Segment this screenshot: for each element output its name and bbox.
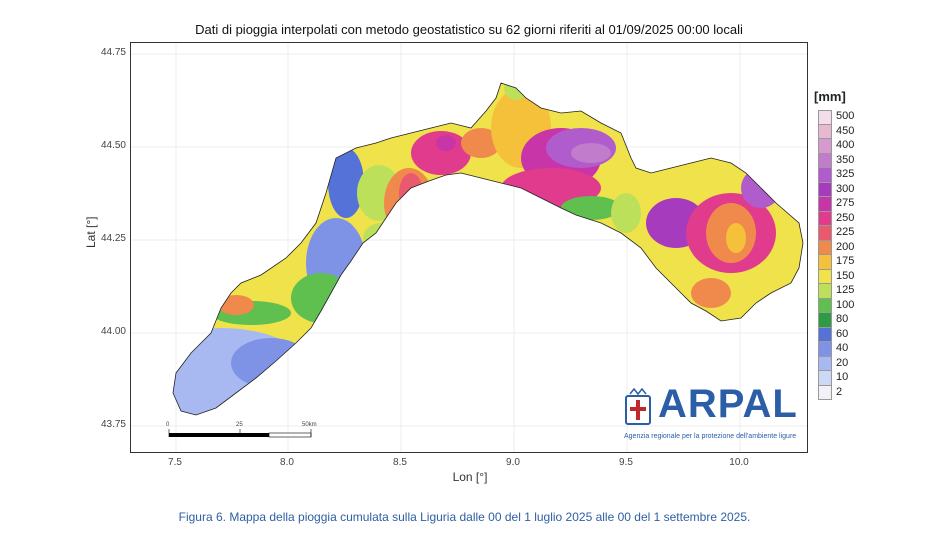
y-tick-44-00: 44.00 — [100, 326, 126, 337]
y-axis-label: Lat [°] — [84, 216, 98, 248]
legend-swatch — [818, 313, 832, 328]
legend-label: 400 — [836, 139, 855, 151]
scale-label-50km: 50km — [302, 422, 317, 428]
liguria-rain-map — [131, 43, 807, 452]
legend-label: 350 — [836, 153, 855, 166]
legend-label: 20 — [836, 356, 849, 369]
legend-swatch — [818, 284, 832, 299]
legend-label: 250 — [836, 211, 855, 224]
legend-swatch — [818, 182, 832, 197]
x-tick-7-5: 7.5 — [168, 457, 182, 468]
scale-bar — [168, 429, 312, 438]
legend-label: 80 — [836, 313, 849, 325]
legend-label: 125 — [836, 284, 855, 296]
scale-label-0: 0 — [166, 422, 170, 428]
legend-label: 10 — [836, 371, 849, 383]
legend-swatch — [818, 124, 832, 139]
legend-label: 225 — [836, 226, 855, 238]
legend-swatch — [818, 385, 832, 400]
legend-title: [mm] — [814, 89, 846, 104]
legend-swatch — [818, 153, 832, 168]
legend-colorbar — [818, 110, 832, 400]
x-tick-10-0: 10.0 — [729, 457, 749, 468]
legend-swatch — [818, 298, 832, 313]
legend-label: 450 — [836, 124, 855, 137]
legend-swatch — [818, 110, 832, 125]
legend-swatch — [818, 168, 832, 183]
legend-swatch — [818, 211, 832, 226]
x-tick-8-0: 8.0 — [280, 457, 294, 468]
legend-label: 100 — [836, 298, 855, 311]
legend-label: 200 — [836, 240, 855, 253]
arpal-emblem-icon — [625, 388, 651, 425]
y-tick-44-75: 44.75 — [100, 47, 126, 58]
legend-swatch — [818, 226, 832, 241]
map-title: Dati di pioggia interpolati con metodo g… — [195, 22, 743, 37]
legend-swatch — [818, 197, 832, 212]
legend-swatch — [818, 269, 832, 284]
legend-swatch — [818, 255, 832, 270]
legend-label: 150 — [836, 269, 855, 282]
y-tick-43-75: 43.75 — [100, 419, 126, 430]
legend-swatch — [818, 240, 832, 255]
x-axis-label: Lon [°] — [452, 470, 488, 484]
legend-swatch — [818, 139, 832, 154]
legend-label: 275 — [836, 197, 855, 209]
legend-label: 2 — [836, 385, 843, 398]
x-tick-9-0: 9.0 — [506, 457, 520, 468]
arpal-logo: ARPAL — [658, 382, 798, 426]
legend-label: 60 — [836, 327, 849, 340]
y-tick-44-25: 44.25 — [100, 233, 126, 244]
legend-label: 40 — [836, 342, 849, 354]
legend-label: 175 — [836, 255, 855, 267]
liguria-coastline — [172, 82, 804, 416]
arpal-logo-subtitle: Agenzia regionale per la protezione dell… — [624, 433, 797, 440]
legend-label: 500 — [836, 110, 855, 122]
x-tick-9-5: 9.5 — [619, 457, 633, 468]
legend-swatch — [818, 371, 832, 386]
map-plot-area — [130, 42, 808, 453]
scale-label-25: 25 — [236, 422, 243, 428]
x-tick-8-5: 8.5 — [393, 457, 407, 468]
y-tick-44-50: 44.50 — [100, 140, 126, 151]
legend-swatch — [818, 356, 832, 371]
figure-caption: Figura 6. Mappa della pioggia cumulata s… — [178, 510, 751, 524]
legend-label: 325 — [836, 168, 855, 180]
legend-swatch — [818, 327, 832, 342]
legend-label: 300 — [836, 182, 855, 195]
legend-swatch — [818, 342, 832, 357]
